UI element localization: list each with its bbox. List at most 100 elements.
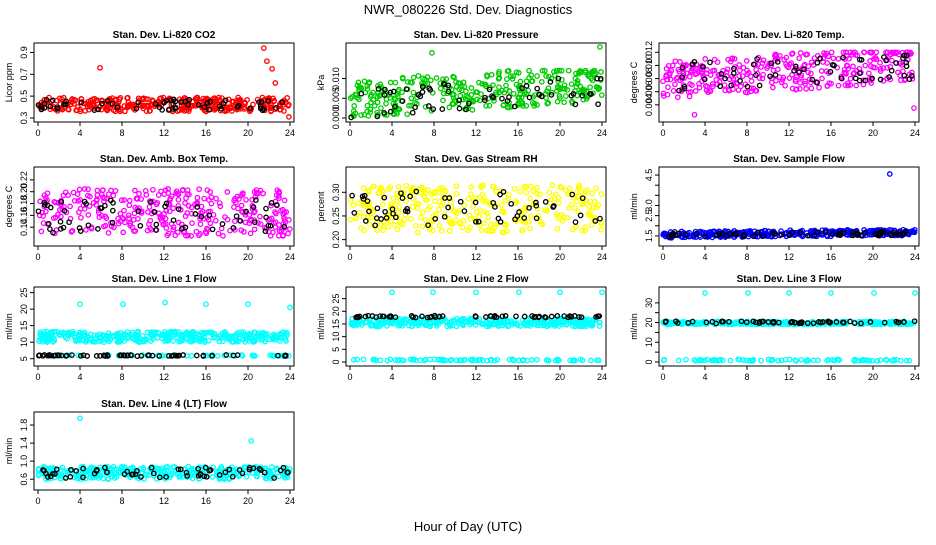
data-point-all (526, 225, 533, 232)
data-point-all (212, 217, 219, 224)
data-point-all (185, 232, 191, 239)
data-point-all (218, 225, 225, 232)
data-point-all (687, 81, 693, 87)
data-point-all (488, 227, 495, 234)
panel-4: Stan. Dev. Amb. Box Temp. degrees C 0 4 8 12 1… (4, 154, 295, 262)
data-point-hourly (392, 103, 398, 110)
data-point-all (593, 185, 600, 192)
data-point-all (85, 212, 92, 218)
data-point-hourly (516, 209, 522, 215)
data-point-all (173, 188, 180, 195)
x-tick-label: 0 (35, 372, 40, 382)
data-point-all (534, 184, 540, 191)
data-point-all (682, 234, 688, 241)
data-point-all (538, 79, 545, 85)
panel-title: Stan. Dev. Line 3 Flow (737, 274, 842, 285)
data-point-all (518, 94, 525, 101)
data-point-hourly (595, 101, 601, 108)
data-point-all (835, 82, 842, 89)
data-point-low (188, 353, 195, 359)
data-point-all (144, 227, 151, 234)
data-point-all (76, 209, 82, 216)
data-point-hourly (273, 202, 280, 208)
data-point-hourly (99, 100, 105, 107)
data-point-all (549, 182, 556, 189)
y-tick-label: 0.3 (19, 112, 29, 125)
data-point-hourly (419, 83, 426, 90)
data-point-hourly (809, 76, 816, 83)
data-point-all (435, 189, 442, 196)
data-point-all (456, 86, 463, 93)
y-tick-label: 25 (19, 288, 29, 298)
data-point-hourly (235, 102, 242, 109)
data-point-hourly (169, 106, 176, 112)
data-point-all (798, 74, 804, 81)
data-point-hourly (261, 106, 267, 112)
data-point-all (44, 190, 51, 197)
data-point-all (793, 86, 800, 93)
data-point-all (528, 72, 535, 79)
x-tick-label: 4 (702, 372, 707, 382)
panel-frame (345, 42, 607, 123)
data-point-hourly (717, 83, 724, 90)
data-point-all (496, 68, 502, 75)
data-point-all (410, 89, 417, 96)
data-point-all (419, 223, 426, 230)
data-point-hourly (392, 214, 399, 221)
data-point-hourly (569, 191, 576, 198)
data-point-hourly (364, 198, 371, 204)
data-point-all (271, 97, 277, 104)
y-tick-label: 0 (331, 359, 341, 364)
data-point-hourly (207, 98, 214, 105)
data-point-all (692, 88, 699, 94)
data-point-hourly (473, 218, 479, 225)
data-point-low (758, 357, 764, 364)
data-point-all (668, 67, 675, 74)
data-point-all (351, 103, 358, 109)
data-point-all (568, 201, 575, 208)
data-point-all (428, 191, 435, 198)
outlier-point (269, 65, 275, 72)
data-point-hourly (893, 60, 899, 66)
data-point-all (74, 191, 81, 197)
data-point-all (396, 204, 403, 211)
data-point-all (695, 69, 702, 75)
data-point-hourly (804, 232, 811, 239)
data-point-all (71, 197, 78, 204)
y-tick-label: 20 (644, 318, 654, 328)
data-point-all (763, 233, 770, 239)
data-point-all (360, 185, 367, 192)
data-point-all (551, 72, 558, 78)
data-point-all (686, 93, 693, 100)
data-point-all (468, 85, 475, 91)
data-point-hourly (439, 106, 446, 112)
data-point-all (110, 192, 117, 199)
data-point-all (415, 229, 421, 236)
data-point-hourly (786, 232, 793, 239)
data-point-all (370, 96, 377, 103)
data-point-all (496, 84, 502, 91)
data-point-all (185, 463, 192, 470)
data-point-hourly (95, 226, 101, 232)
data-point-hourly (789, 229, 796, 236)
data-point-all (570, 194, 577, 201)
outlier-point (429, 50, 435, 56)
data-point-all (142, 187, 149, 194)
x-tick-label: 8 (431, 252, 436, 262)
data-point-all (507, 73, 514, 80)
data-point-hourly (58, 199, 65, 205)
data-point-all (782, 82, 788, 89)
data-point-all (374, 94, 381, 100)
data-point-all (126, 215, 132, 221)
data-point-hourly (45, 221, 52, 227)
data-point-all (58, 201, 64, 207)
data-point-hourly (399, 98, 406, 104)
data-point-hourly (41, 202, 48, 208)
data-point-hourly (360, 196, 367, 202)
data-point-hourly (47, 103, 54, 110)
data-point-all (77, 106, 83, 113)
data-point-hourly (461, 208, 468, 214)
data-point-all (419, 209, 426, 216)
data-point-hourly (97, 205, 104, 211)
data-point-all (378, 105, 384, 111)
